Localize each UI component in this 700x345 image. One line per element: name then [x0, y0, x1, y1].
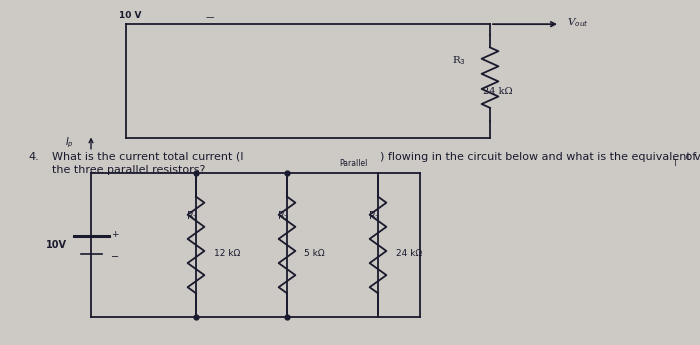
Text: T: T: [673, 159, 678, 168]
Text: V$_{out}$: V$_{out}$: [567, 16, 589, 29]
Text: Parallel: Parallel: [340, 159, 368, 168]
Text: R$_2$: R$_2$: [277, 209, 290, 223]
Text: 10 V: 10 V: [119, 11, 141, 20]
Text: R$_3$: R$_3$: [368, 209, 381, 223]
Text: R$_1$: R$_1$: [186, 209, 199, 223]
Text: −: −: [111, 252, 119, 262]
Text: 4.: 4.: [28, 152, 38, 162]
Text: R$_3$: R$_3$: [452, 54, 466, 67]
Text: —: —: [206, 13, 214, 22]
Text: ) flowing in the circuit below and what is the equivalent value R: ) flowing in the circuit below and what …: [380, 152, 700, 162]
Text: 5 kΩ: 5 kΩ: [304, 249, 325, 258]
Text: 12 kΩ: 12 kΩ: [214, 249, 239, 258]
Text: What is the current total current (I: What is the current total current (I: [52, 152, 244, 162]
Text: 24 kΩ: 24 kΩ: [483, 87, 512, 96]
Text: 10V: 10V: [46, 240, 66, 250]
Text: I$_p$: I$_p$: [64, 136, 74, 150]
Text: the three parallel resistors?: the three parallel resistors?: [52, 165, 206, 175]
Text: of: of: [682, 152, 696, 162]
Text: 24 kΩ: 24 kΩ: [395, 249, 421, 258]
Text: +: +: [111, 230, 118, 239]
